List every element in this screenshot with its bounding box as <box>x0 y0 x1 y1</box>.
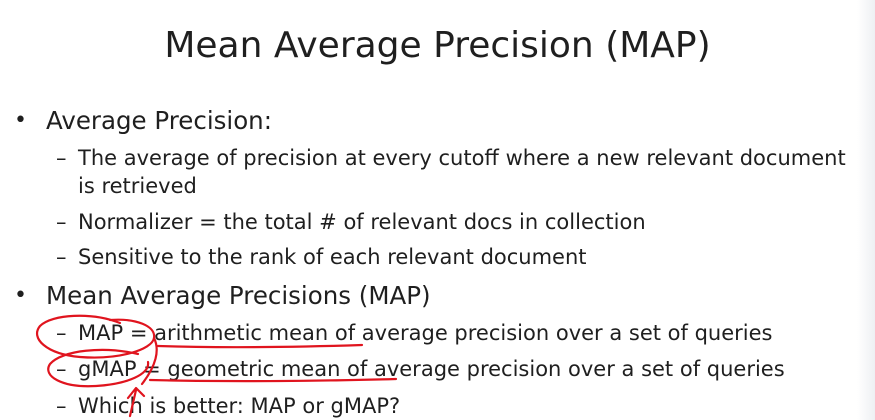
bullet-marker: • <box>14 108 27 133</box>
bullet-marker: • <box>14 283 27 308</box>
dash-marker: – <box>56 146 67 170</box>
dash-marker: – <box>56 357 67 381</box>
slide-edge-shadow <box>857 0 875 420</box>
item-gmap-geometric: gMAP = geometric mean of average precisi… <box>78 357 785 381</box>
item-ap-definition-continued: is retrieved <box>78 174 197 198</box>
dash-marker: – <box>56 321 67 345</box>
section-heading-map: Mean Average Precisions (MAP) <box>46 281 431 310</box>
item-rank-sensitive: Sensitive to the rank of each relevant d… <box>78 245 587 269</box>
item-normalizer: Normalizer = the total # of relevant doc… <box>78 210 646 234</box>
slide-title: Mean Average Precision (MAP) <box>164 25 711 66</box>
section-heading-average-precision: Average Precision: <box>46 106 272 135</box>
item-map-arithmetic: MAP = arithmetic mean of average precisi… <box>78 321 773 345</box>
dash-marker: – <box>56 245 67 269</box>
dash-marker: – <box>56 394 67 418</box>
item-ap-definition: The average of precision at every cutoff… <box>78 146 846 170</box>
item-which-better: Which is better: MAP or gMAP? <box>78 394 401 418</box>
dash-marker: – <box>56 210 67 234</box>
